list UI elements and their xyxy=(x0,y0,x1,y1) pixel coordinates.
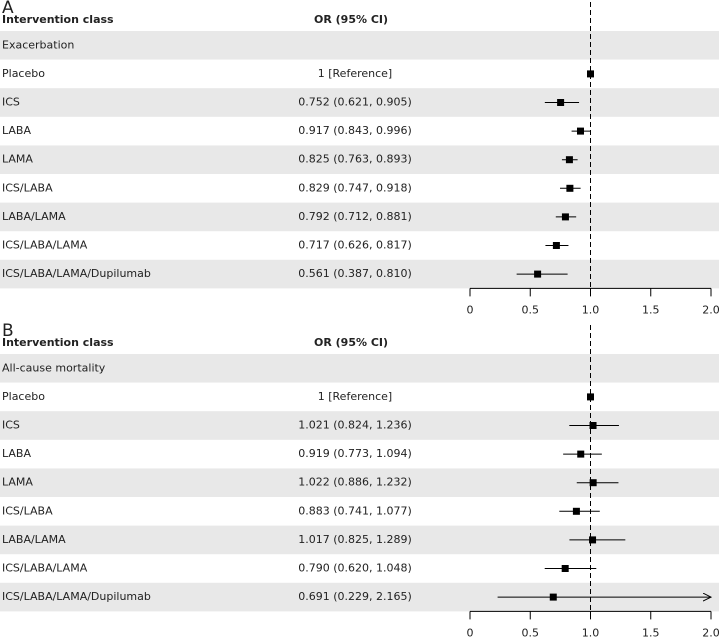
x-tick-label: 1.5 xyxy=(642,626,660,638)
point-estimate xyxy=(576,127,584,135)
value-label: 0.561 (0.387, 0.810) xyxy=(298,267,412,280)
category-label: ICS/LABA/LAMA xyxy=(2,562,88,575)
category-label: ICS/LABA/LAMA xyxy=(2,239,88,252)
point-estimate xyxy=(534,270,542,278)
point-estimate xyxy=(589,479,597,487)
point-estimate xyxy=(572,507,580,515)
point-estimate xyxy=(549,593,557,601)
point-estimate xyxy=(552,242,560,249)
value-label: 0.790 (0.620, 1.048) xyxy=(298,562,412,575)
row-stripe xyxy=(0,88,719,117)
value-label: 0.717 (0.626, 0.817) xyxy=(298,239,412,252)
value-label: 0.691 (0.229, 2.165) xyxy=(298,590,412,603)
category-label: ICS xyxy=(2,419,20,432)
row-stripe xyxy=(0,31,719,60)
point-estimate xyxy=(587,70,594,78)
x-tick-label: 2.0 xyxy=(702,626,719,638)
category-label: LABA xyxy=(2,447,31,460)
value-label: 0.825 (0.763, 0.893) xyxy=(298,153,412,166)
point-estimate xyxy=(577,450,585,458)
x-tick-label: 0 xyxy=(467,303,474,316)
category-label: ICS/LABA xyxy=(2,181,53,194)
section-label: Exacerbation xyxy=(2,38,74,51)
point-estimate xyxy=(557,99,565,106)
point-estimate xyxy=(561,213,569,221)
panel-label: B xyxy=(2,321,14,341)
x-tick-label: 0 xyxy=(467,626,474,638)
section-label: All-cause mortality xyxy=(2,361,106,374)
category-label: ICS/LABA/LAMA/Dupilumab xyxy=(2,267,151,280)
category-label: LAMA xyxy=(2,153,33,166)
row-stripe xyxy=(0,259,719,289)
category-label: ICS xyxy=(2,96,20,109)
row-stripe xyxy=(0,145,719,174)
category-label: LABA/LAMA xyxy=(2,210,66,223)
value-label: 0.792 (0.712, 0.881) xyxy=(298,210,412,223)
panel-label: A xyxy=(2,0,14,18)
x-tick-label: 0.5 xyxy=(522,626,540,638)
row-stripe xyxy=(0,354,719,383)
x-tick-label: 1.0 xyxy=(582,303,600,316)
column-header: Intervention class xyxy=(2,13,114,26)
x-tick-label: 1.0 xyxy=(582,626,600,638)
value-label: 0.829 (0.747, 0.918) xyxy=(298,181,412,194)
column-header: OR (95% CI) xyxy=(314,336,388,349)
x-tick-label: 2.0 xyxy=(702,303,719,316)
value-label: 0.883 (0.741, 1.077) xyxy=(298,504,412,517)
value-label: 0.752 (0.621, 0.905) xyxy=(298,96,412,109)
row-stripe xyxy=(0,202,719,232)
point-estimate xyxy=(561,565,569,572)
value-label: 1.017 (0.825, 1.289) xyxy=(298,533,412,546)
category-label: ICS/LABA/LAMA/Dupilumab xyxy=(2,590,151,603)
category-label: Placebo xyxy=(2,67,45,80)
value-label: 0.919 (0.773, 1.094) xyxy=(298,447,412,460)
value-label: 0.917 (0.843, 0.996) xyxy=(298,124,412,137)
category-label: ICS/LABA xyxy=(2,504,53,517)
value-label: 1 [Reference] xyxy=(318,390,392,403)
x-tick-label: 0.5 xyxy=(522,303,540,316)
value-label: 1.021 (0.824, 1.236) xyxy=(298,419,412,432)
category-label: LABA/LAMA xyxy=(2,533,66,546)
point-estimate xyxy=(566,184,574,192)
category-label: LABA xyxy=(2,124,31,137)
value-label: 1 [Reference] xyxy=(318,67,392,80)
column-header: OR (95% CI) xyxy=(314,13,388,26)
point-estimate xyxy=(589,536,597,544)
category-label: LAMA xyxy=(2,476,33,489)
point-estimate xyxy=(589,422,597,429)
column-header: Intervention class xyxy=(2,336,114,349)
point-estimate xyxy=(565,156,573,164)
value-label: 1.022 (0.886, 1.232) xyxy=(298,476,412,489)
point-estimate xyxy=(587,393,594,401)
x-tick-label: 1.5 xyxy=(642,303,660,316)
category-label: Placebo xyxy=(2,390,45,403)
